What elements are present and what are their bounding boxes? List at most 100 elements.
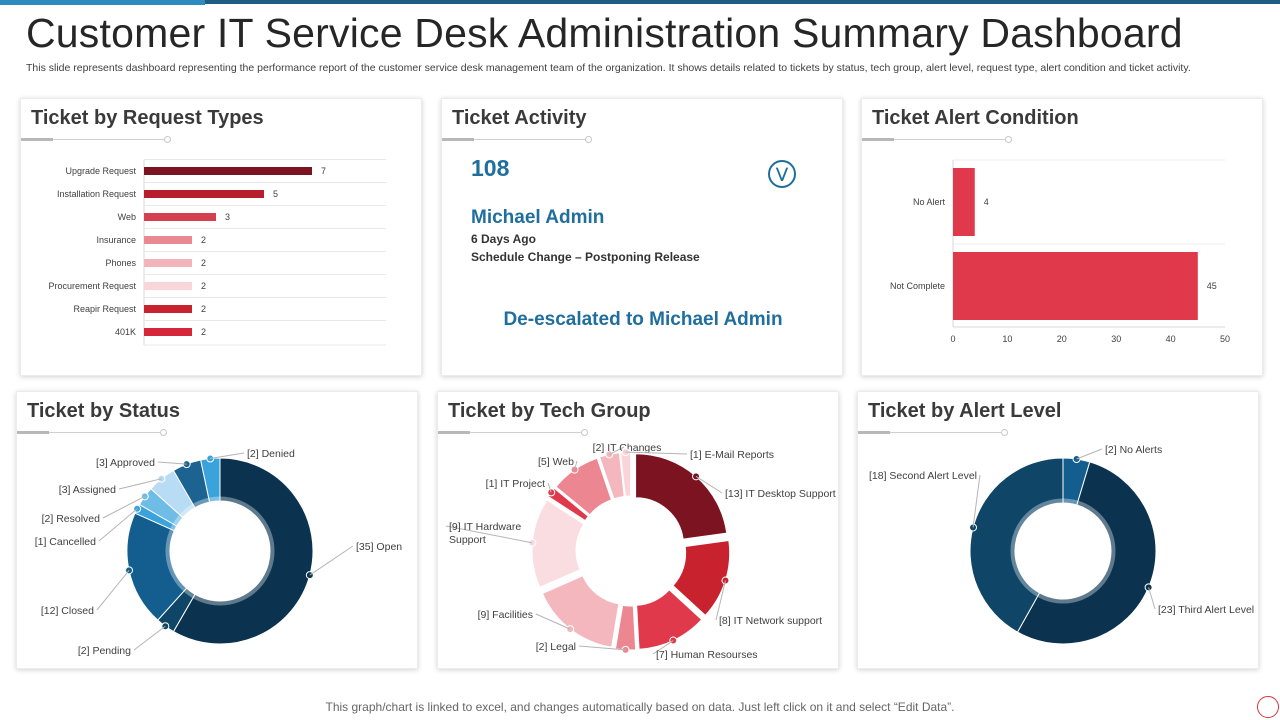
leader-dot [692,472,701,481]
value-label: 2 [201,258,206,268]
inner-ring [1010,498,1116,604]
card-underline [438,429,588,436]
slice-label: [1] IT Project [486,478,545,490]
slice-label: [9] Facilities [478,609,533,621]
category-label: Upgrade Request [65,166,136,176]
slice-label: [2] No Alerts [1105,444,1162,456]
card-title: Ticket by Tech Group [448,400,651,422]
value-label: 5 [273,189,278,199]
category-label: Procurement Request [48,281,136,291]
double-chevron-down-icon[interactable]: ⋁ [768,160,796,188]
category-label: Installation Request [57,189,137,199]
value-label: 2 [201,327,206,337]
leader-line [1148,587,1156,610]
donut-hole [173,504,267,598]
category-label: Phones [105,258,136,268]
leader-line [625,451,688,455]
value-label: 2 [201,235,206,245]
slice-label: [3] Approved [96,457,155,469]
donut-slice [172,457,314,645]
slice-label: [2] Denied [247,448,295,460]
donut-slice [541,575,620,648]
slice-label: [5] Web [538,456,574,468]
leader-line [609,446,625,455]
activity-user-name[interactable]: Michael Admin [471,207,605,228]
slice-label: [23] Third Alert Level [1158,604,1254,616]
leader-line [535,613,571,630]
bar [953,168,975,236]
bar [144,282,192,290]
donut-slice [635,453,728,540]
slice-label: [12] Closed [41,605,94,617]
leader-line [157,461,187,465]
donut-slice [531,499,585,589]
status-donut-chart: [35] Open [2] Pending [12] Closed [1] Cance… [35,448,403,657]
slice-label: [1] Cancelled [35,536,96,548]
category-label: Not Complete [890,281,945,291]
status-card: Ticket by Status [35] Open [2] Pending [12… [16,391,418,669]
bar [144,190,264,198]
slice-label: Support [449,534,486,546]
card-title: Ticket by Request Types [31,107,264,129]
category-label: Insurance [96,235,136,245]
card-underline [442,136,592,143]
activity-status: De-escalated to Michael Admin [503,309,783,330]
donut-slice [555,457,613,516]
slice-label: [2] Pending [78,645,131,657]
alert-condition-card: Ticket Alert Condition No Alert 4 Not Comp… [861,98,1263,376]
slice-label: [7] Human Resourses [656,649,758,661]
leader-line [574,460,578,470]
bar [144,213,216,221]
leader-line [547,482,552,493]
value-label: 45 [1207,281,1217,291]
top-rule-accent [0,0,205,5]
bar [144,236,192,244]
leader-line [102,495,145,519]
inner-ring [165,496,275,606]
leader-dot [1072,454,1081,463]
corner-circle-icon [1257,696,1279,718]
leader-line [1076,448,1103,460]
activity-description: Schedule Change – Postponing Release [471,250,700,264]
x-tick-label: 30 [1111,334,1121,344]
leader-dot [1144,583,1153,592]
value-label: 4 [984,197,989,207]
card-title: Ticket by Alert Level [868,400,1062,422]
slice-label: [2] Resolved [42,513,101,525]
bar [953,252,1198,320]
leader-line [445,525,533,544]
request-types-card: Ticket by Request Types Upgrade Request 7… [20,98,422,376]
bar [144,167,312,175]
top-rule [0,0,1280,4]
leader-line [133,625,166,651]
card-underline [21,136,171,143]
tech-group-donut-chart: [13] IT Desktop Support [8] IT Network su… [445,442,836,661]
donut-slice [636,589,703,650]
alert-level-card: Ticket by Alert Level [2] No Alerts [23] … [857,391,1259,669]
leader-line [652,640,674,655]
activity-time: 6 Days Ago [471,232,536,246]
card-title: Ticket Alert Condition [872,107,1079,129]
bar [144,328,192,336]
page-title: Customer IT Service Desk Administration … [26,10,1183,56]
alert-level-donut-chart: [2] No Alerts [23] Third Alert Level [18] … [869,444,1254,645]
slice-label: [8] IT Network support [719,615,822,627]
x-tick-label: 0 [950,334,955,344]
x-tick-label: 10 [1002,334,1012,344]
slice-label: [18] Second Alert Level [869,470,977,482]
slice-label: [2] IT Changes [593,442,662,454]
category-label: No Alert [913,197,946,207]
category-label: Web [118,212,136,222]
donut-slice [969,457,1064,633]
x-tick-label: 40 [1166,334,1176,344]
inner-ring [578,498,684,604]
card-underline [858,429,1008,436]
leader-line [715,580,726,621]
activity-count: 108 [471,155,510,181]
x-tick-label: 20 [1057,334,1067,344]
alert-condition-chart: No Alert 4 Not Complete 45 0 10 20 30 40 50 [890,159,1230,344]
card-underline [862,136,1012,143]
slice-label: [13] IT Desktop Support [725,488,836,500]
request-types-chart: Upgrade Request 7 Installation Request 5 Web… [48,159,386,346]
card-title: Ticket by Status [27,400,181,422]
